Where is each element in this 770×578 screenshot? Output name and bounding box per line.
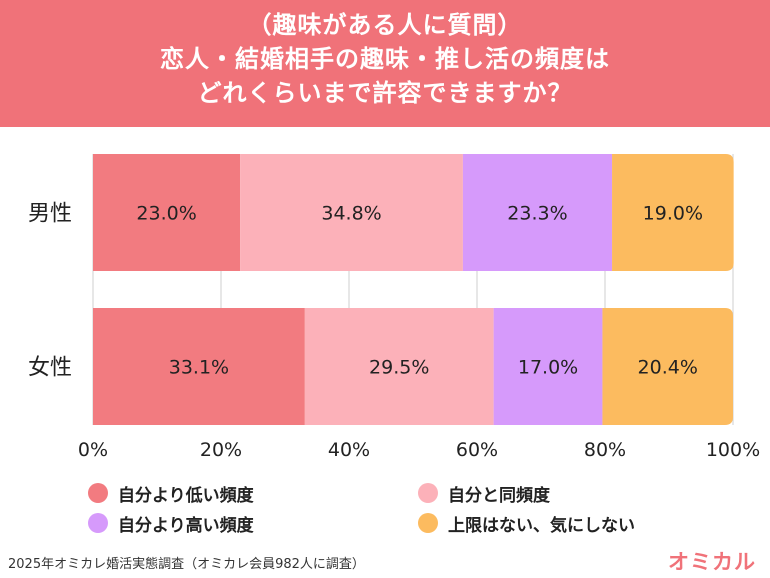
legend-item-no-limit: 上限はない、気にしない	[418, 510, 635, 536]
legend-label-lower: 自分より低い頻度	[118, 485, 254, 506]
legend-label-same: 自分と同頻度	[448, 485, 550, 506]
title-line-3: どれくらいまで許容できますか？	[197, 79, 573, 107]
data-label: 19.0%	[643, 203, 703, 225]
legend-item-lower: 自分より低い頻度	[88, 480, 254, 506]
stacked-bar-chart: 23.0% 34.8% 23.3% 19.0% 男性 33.1% 29.5% 17.0% 20.…	[28, 154, 760, 461]
bar-segment	[493, 308, 603, 425]
legend-dot-lower	[88, 483, 108, 503]
data-label: 23.0%	[136, 203, 196, 225]
x-tick-label: 20%	[200, 439, 242, 461]
data-label: 29.5%	[369, 357, 429, 379]
data-label: 34.8%	[321, 203, 381, 225]
data-label: 23.3%	[507, 203, 567, 225]
legend-label-higher: 自分より高い頻度	[118, 515, 254, 536]
data-label: 33.1%	[169, 357, 229, 379]
brand-logo: オミカル	[668, 550, 756, 574]
title-line-2: 恋人・結婚相手の趣味・推し活の頻度は	[160, 45, 610, 73]
bar-segment	[240, 154, 463, 271]
bar-segment	[93, 154, 241, 271]
x-tick-label: 60%	[456, 439, 498, 461]
legend-item-same: 自分と同頻度	[418, 480, 550, 506]
legend-item-higher: 自分より高い頻度	[88, 510, 254, 536]
chart-title: （趣味がある人に質問） 恋人・結婚相手の趣味・推し活の頻度は どれくらいまで許容…	[0, 0, 770, 127]
x-tick-label: 100%	[706, 439, 760, 461]
legend-dot-higher	[88, 513, 108, 533]
title-line-1: （趣味がある人に質問）	[247, 11, 523, 39]
data-label: 20.4%	[638, 357, 698, 379]
data-label: 17.0%	[518, 357, 578, 379]
legend-label-no-limit: 上限はない、気にしない	[448, 515, 635, 536]
bar-segment	[602, 308, 733, 425]
x-tick-label: 40%	[328, 439, 370, 461]
source-note: 2025年オミカレ婚活実態調査（オミカレ会員982人に調査）	[8, 557, 365, 572]
x-tick-label: 0%	[78, 439, 108, 461]
legend-dot-no-limit	[418, 513, 438, 533]
bar-segment	[93, 308, 305, 425]
x-tick-label: 80%	[584, 439, 626, 461]
bar-segment	[304, 308, 494, 425]
category-label: 男性	[28, 202, 72, 227]
bar-segment	[612, 154, 734, 271]
legend-dot-same	[418, 483, 438, 503]
bar-segment	[462, 154, 613, 271]
category-label: 女性	[28, 356, 72, 381]
legend: 自分より低い頻度 自分と同頻度 自分より高い頻度 上限はない、気にしない	[0, 478, 770, 548]
